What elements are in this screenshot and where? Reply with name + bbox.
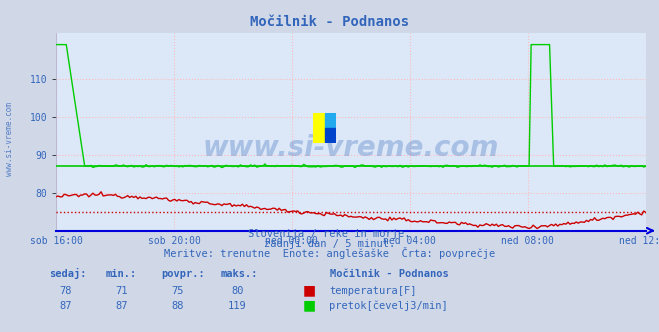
Text: 119: 119 bbox=[228, 301, 246, 311]
Text: www.si-vreme.com: www.si-vreme.com bbox=[5, 103, 14, 176]
Text: temperatura[F]: temperatura[F] bbox=[330, 286, 417, 296]
Text: sedaj:: sedaj: bbox=[49, 268, 87, 279]
Text: ■: ■ bbox=[303, 283, 316, 297]
Bar bbox=[325, 113, 336, 128]
Text: zadnji dan / 5 minut.: zadnji dan / 5 minut. bbox=[264, 239, 395, 249]
Text: 75: 75 bbox=[172, 286, 184, 296]
Bar bbox=[313, 113, 325, 143]
Text: pretok[čevelj3/min]: pretok[čevelj3/min] bbox=[330, 301, 448, 311]
Text: Močilnik - Podnanos: Močilnik - Podnanos bbox=[330, 269, 448, 279]
Text: Meritve: trenutne  Enote: anglešaške  Črta: povprečje: Meritve: trenutne Enote: anglešaške Črta… bbox=[164, 247, 495, 259]
Text: Močilnik - Podnanos: Močilnik - Podnanos bbox=[250, 15, 409, 29]
Text: 80: 80 bbox=[231, 286, 243, 296]
Text: 71: 71 bbox=[116, 286, 128, 296]
Text: min.:: min.: bbox=[105, 269, 136, 279]
Text: 87: 87 bbox=[60, 301, 72, 311]
Text: maks.:: maks.: bbox=[221, 269, 258, 279]
Text: ■: ■ bbox=[303, 298, 316, 312]
Text: povpr.:: povpr.: bbox=[161, 269, 205, 279]
Text: 78: 78 bbox=[60, 286, 72, 296]
Text: 88: 88 bbox=[172, 301, 184, 311]
Text: Slovenija / reke in morje.: Slovenija / reke in morje. bbox=[248, 229, 411, 239]
Bar bbox=[325, 128, 336, 143]
Text: www.si-vreme.com: www.si-vreme.com bbox=[203, 134, 499, 162]
Text: 87: 87 bbox=[116, 301, 128, 311]
